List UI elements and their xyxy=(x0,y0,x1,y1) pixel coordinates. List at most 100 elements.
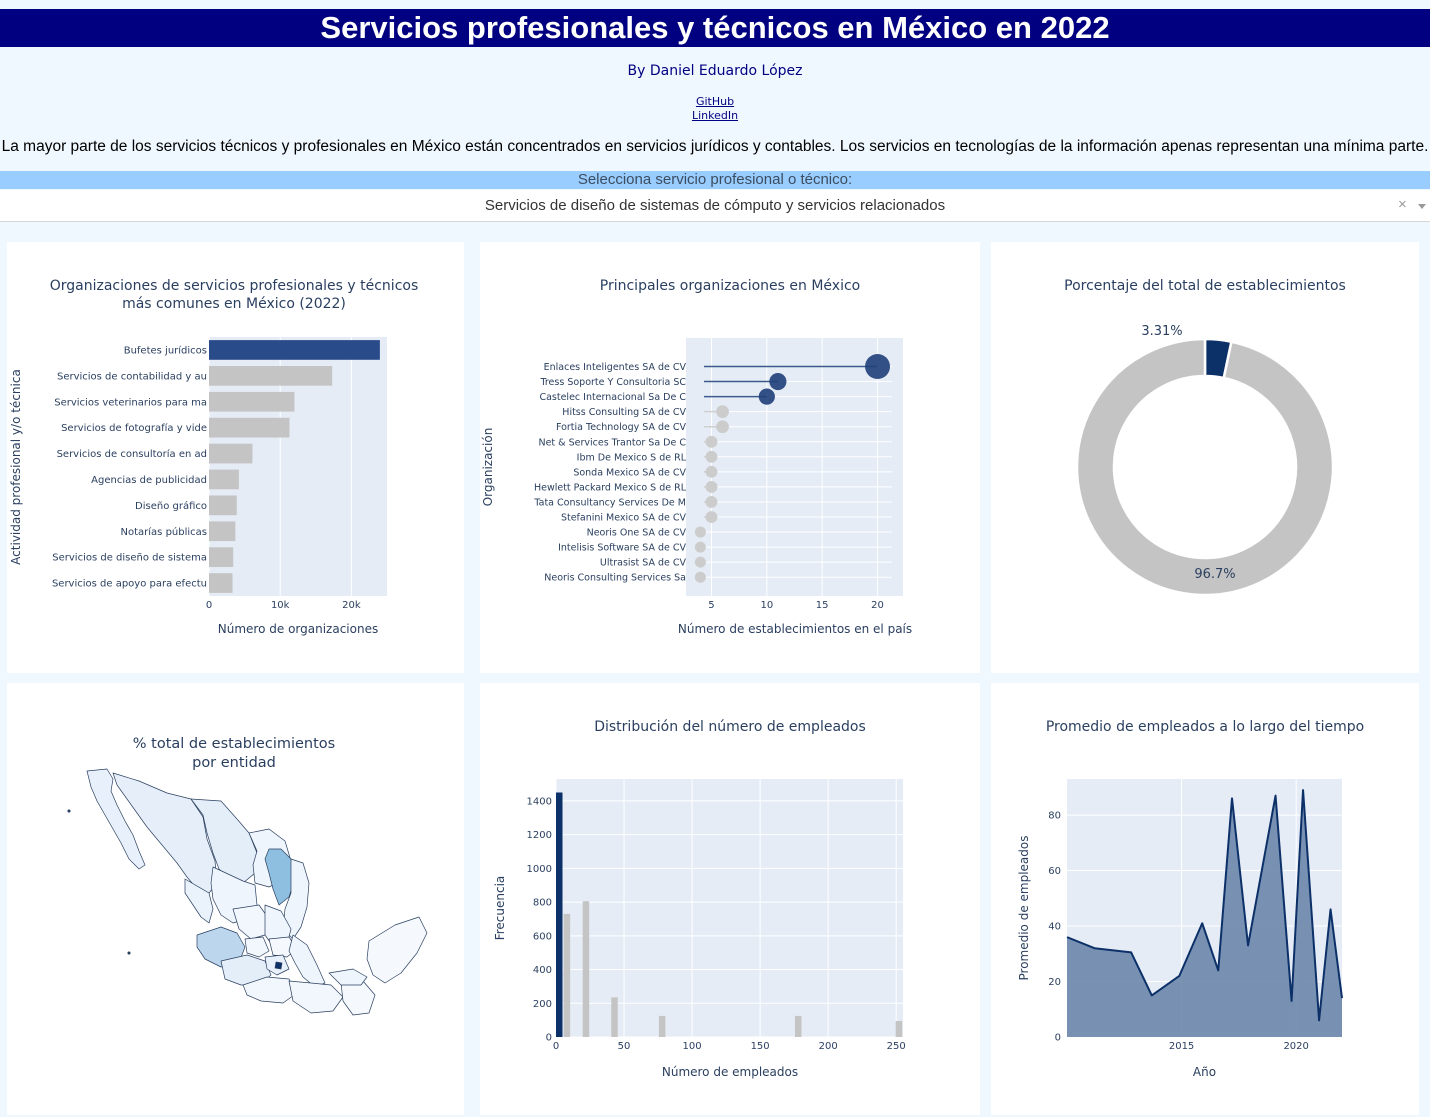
page-title: Servicios profesionales y técnicos en Mé… xyxy=(0,9,1430,47)
chevron-down-icon[interactable] xyxy=(1418,204,1426,209)
slice-label: 3.31% xyxy=(1141,324,1182,339)
category-label: Notarías públicas xyxy=(121,526,207,538)
map-island xyxy=(127,951,131,955)
map-state-nuevo-leon xyxy=(264,848,296,906)
x-tick-label: 250 xyxy=(887,1041,906,1052)
lollipop-dot[interactable] xyxy=(758,388,775,405)
bar[interactable] xyxy=(209,391,295,412)
lollipop-dot[interactable] xyxy=(865,354,891,379)
lollipop-dot[interactable] xyxy=(769,372,787,391)
category-label: Diseño gráfico xyxy=(135,500,207,512)
x-tick-label: 2015 xyxy=(1169,1041,1194,1052)
chart-title: Principales organizaciones en México xyxy=(600,278,860,294)
slice-label: 96.7% xyxy=(1194,567,1235,582)
category-label: Sonda Mexico SA de CV xyxy=(573,467,686,478)
category-label: Hitss Consulting SA de CV xyxy=(562,407,686,418)
top-activities-chart: 0 10k 20k Bufetes jurídicos Servicios de con… xyxy=(9,278,418,636)
map-state-zacatecas xyxy=(232,904,270,940)
bar[interactable] xyxy=(209,417,290,438)
lollipop-dot[interactable] xyxy=(694,526,706,538)
series-line[interactable] xyxy=(1066,789,1343,1022)
y-tick-label: 1000 xyxy=(527,864,552,875)
x-axis-label: Número de organizaciones xyxy=(218,622,378,636)
x-tick-label: 100 xyxy=(683,1041,702,1052)
lollipop-dot[interactable] xyxy=(705,480,718,493)
state-map-chart: % total de establecimientos por entidad xyxy=(67,736,428,1016)
chart-title-line-2: más comunes en México (2022) xyxy=(122,296,346,312)
histogram-bar[interactable] xyxy=(563,913,571,1037)
category-label: Servicios veterinarios para ma xyxy=(54,397,207,408)
category-label: Intelisis Software SA de CV xyxy=(558,543,686,554)
chart-title: Promedio de empleados a lo largo del tie… xyxy=(1046,719,1364,735)
category-label: Servicios de consultoría en ad xyxy=(57,448,207,460)
x-axis-label: Número de establecimientos en el país xyxy=(678,622,912,636)
lollipop-dot[interactable] xyxy=(694,556,706,568)
histogram-bar[interactable] xyxy=(611,997,618,1037)
histogram-bar[interactable] xyxy=(556,792,563,1037)
service-select-label: Selecciona servicio profesional o técnic… xyxy=(0,171,1430,189)
histogram-bar[interactable] xyxy=(895,1020,903,1037)
y-tick-label: 800 xyxy=(533,898,552,909)
social-links: GitHub LinkedIn xyxy=(0,95,1430,123)
map-title-line-1: % total de establecimientos xyxy=(133,736,335,752)
x-tick-label: 0 xyxy=(206,600,212,611)
map-state-sinaloa xyxy=(184,878,214,924)
lollipop-dot[interactable] xyxy=(705,496,718,508)
x-tick-label: 5 xyxy=(708,600,714,611)
category-label: Neoris One SA de CV xyxy=(587,528,687,539)
histogram-bar[interactable] xyxy=(658,1015,666,1037)
map-island xyxy=(67,809,71,813)
category-label: Agencias de publicidad xyxy=(91,475,207,486)
top-organizations-card: 5 10 15 20 Enlaces Inteligentes SA de CV Tres… xyxy=(480,242,980,673)
y-axis-label: Promedio de empleados xyxy=(1017,835,1031,980)
map-state-cdmx xyxy=(274,961,283,970)
y-tick-label: 400 xyxy=(533,965,552,976)
lollipop-dot[interactable] xyxy=(705,435,718,448)
x-axis-label: Año xyxy=(1193,1065,1216,1079)
linkedin-link[interactable]: LinkedIn xyxy=(691,109,739,122)
share-donut-card: 3.31% 96.7% Porcentaje del total de establ… xyxy=(991,242,1419,673)
lollipop-dot[interactable] xyxy=(694,571,706,583)
employees-over-time-card: 0 20 40 60 80 2015 2020 Promedio de empleados a… xyxy=(991,683,1419,1115)
map-state-yucatan-peninsula xyxy=(366,916,428,984)
histogram-bar[interactable] xyxy=(582,901,590,1037)
github-link[interactable]: GitHub xyxy=(695,95,735,108)
map-state-guanajuato xyxy=(244,936,270,958)
mexico-map[interactable] xyxy=(67,768,428,1016)
service-dropdown-value[interactable]: Servicios de diseño de sistemas de cómpu… xyxy=(484,197,946,214)
x-tick-label: 10k xyxy=(271,600,290,611)
y-tick-label: 40 xyxy=(1048,922,1061,933)
bar[interactable] xyxy=(209,547,234,567)
top-activities-card: 0 10k 20k Bufetes jurídicos Servicios de con… xyxy=(7,242,464,673)
bar[interactable] xyxy=(209,573,233,593)
y-tick-label: 1400 xyxy=(527,796,552,807)
lollipop-dot[interactable] xyxy=(716,420,729,434)
bar[interactable] xyxy=(209,521,236,542)
bar[interactable] xyxy=(209,366,333,386)
map-state-tabasco xyxy=(328,968,368,986)
bar[interactable] xyxy=(209,495,237,516)
x-tick-label: 0 xyxy=(553,1041,559,1052)
bar[interactable] xyxy=(209,340,380,360)
map-state-tamaulipas xyxy=(282,858,310,940)
lollipop-dot[interactable] xyxy=(705,465,718,478)
bar[interactable] xyxy=(209,469,239,490)
category-label: Hewlett Packard Mexico S de RL xyxy=(534,482,687,493)
bar[interactable] xyxy=(209,443,253,464)
chart-title: Porcentaje del total de establecimientos xyxy=(1064,278,1346,294)
donut-slice[interactable] xyxy=(1075,337,1335,597)
lollipop-dot[interactable] xyxy=(694,541,706,553)
category-label: Neoris Consulting Services Sa xyxy=(544,573,686,584)
category-label: Castelec Internacional Sa De C xyxy=(539,392,686,403)
lollipop-dot[interactable] xyxy=(705,511,718,523)
category-label: Servicios de contabilidad y au xyxy=(57,371,207,382)
state-map-card: % total de establecimientos por entidad xyxy=(7,683,464,1115)
clear-icon[interactable]: × xyxy=(1398,196,1407,213)
histogram-bar[interactable] xyxy=(794,1015,802,1037)
lollipop-dot[interactable] xyxy=(716,405,729,419)
top-organizations-chart: 5 10 15 20 Enlaces Inteligentes SA de CV Tres… xyxy=(481,278,912,636)
x-tick-label: 50 xyxy=(618,1041,631,1052)
lollipop-dot[interactable] xyxy=(705,450,718,463)
x-tick-label: 15 xyxy=(816,600,829,611)
service-dropdown[interactable]: Servicios de diseño de sistemas de cómpu… xyxy=(0,190,1430,222)
